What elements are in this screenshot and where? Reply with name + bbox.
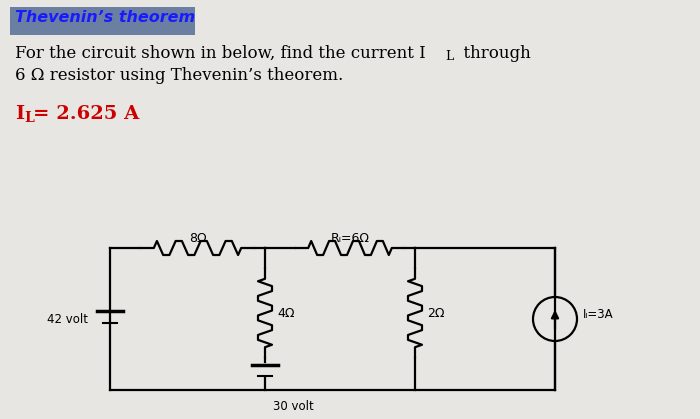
Text: 42 volt: 42 volt xyxy=(47,313,88,326)
Text: = 2.625 A: = 2.625 A xyxy=(33,105,139,123)
Text: 8Ω: 8Ω xyxy=(189,232,206,245)
Text: L: L xyxy=(445,50,454,63)
Text: Rₗ=6Ω: Rₗ=6Ω xyxy=(330,232,370,245)
Text: Thevenin’s theorem: Thevenin’s theorem xyxy=(15,10,195,25)
Text: 30 volt: 30 volt xyxy=(273,400,314,413)
Text: 2Ω: 2Ω xyxy=(427,307,444,320)
Text: I: I xyxy=(15,105,24,123)
Text: through: through xyxy=(453,45,531,62)
Text: 4Ω: 4Ω xyxy=(277,307,295,320)
Text: L: L xyxy=(24,111,34,125)
Text: Iₗ=3A: Iₗ=3A xyxy=(583,308,614,321)
FancyBboxPatch shape xyxy=(10,7,195,35)
Text: For the circuit shown in below, find the current I: For the circuit shown in below, find the… xyxy=(15,45,426,62)
Text: 6 Ω resistor using Thevenin’s theorem.: 6 Ω resistor using Thevenin’s theorem. xyxy=(15,67,343,84)
